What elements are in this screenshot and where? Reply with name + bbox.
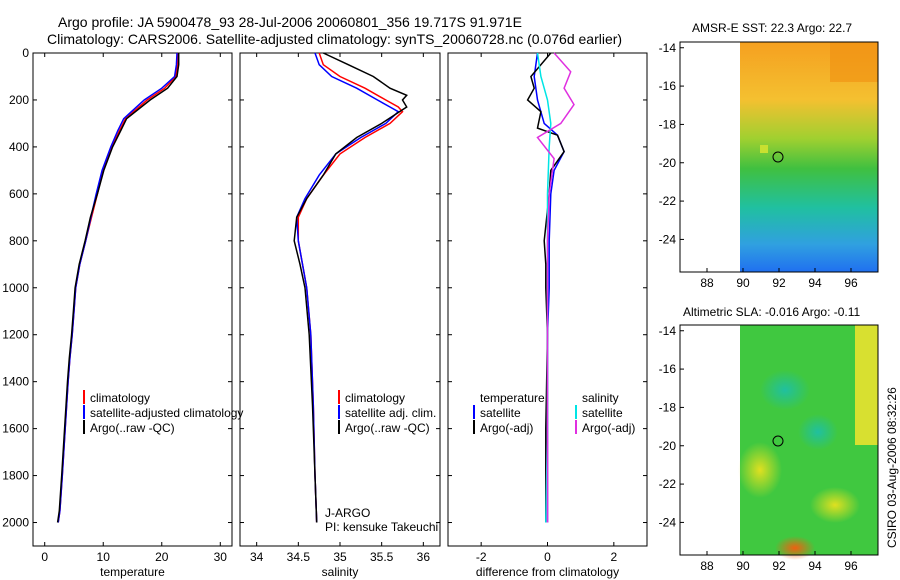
difference-legend: temperature satellite Argo(-adj) salinit… [473, 391, 635, 435]
series-line-sal-argo [536, 52, 575, 523]
x-tick-label: 35 [333, 550, 347, 564]
sla-peak-blob [775, 536, 815, 560]
x-tick-label: 36 [417, 550, 431, 564]
series-line-argo [56, 53, 180, 523]
map-y-tick-label: -24 [659, 232, 677, 246]
x-tick-label: 0 [544, 550, 551, 564]
legend-label-temp-satellite: satellite [480, 406, 521, 420]
sst-map [679, 41, 879, 273]
map-y-tick-label: -16 [659, 79, 677, 93]
map-x-tick-label: 92 [772, 559, 786, 573]
x-tick-label: 34 [250, 550, 264, 564]
map-y-tick-label: -16 [659, 362, 677, 376]
map-y-tick-label: -18 [659, 117, 677, 131]
sst-warm-patch [830, 42, 878, 82]
x-tick-label: 30 [214, 550, 228, 564]
map-y-tick-label: -20 [659, 439, 677, 453]
map-y-tick-label: -20 [659, 156, 677, 170]
salinity-profile-chart: 34 34.5 35 35.5 36 salinity [239, 52, 441, 579]
x-tick-label: 35.5 [370, 550, 394, 564]
map-x-tick-label: 96 [844, 276, 858, 290]
sla-low-blob [760, 370, 810, 410]
map-x-tick-label: 90 [736, 276, 750, 290]
legend-label-satellite: satellite adj. clim. [345, 406, 436, 420]
legend-label-sal-argo: Argo(-adj) [582, 421, 635, 435]
y-tick-label: 2000 [2, 516, 29, 530]
legend-title-salinity: salinity [582, 391, 619, 405]
map-x-tick-label: 94 [808, 276, 822, 290]
csiro-timestamp: CSIRO 03-Aug-2006 08:32:26 [885, 387, 899, 548]
x-tick-label: 0 [41, 550, 48, 564]
legend-label-sal-satellite: satellite [582, 406, 623, 420]
y-tick-label: 0 [22, 46, 29, 60]
map-y-tick-label: -14 [659, 41, 677, 55]
series-line-argo [293, 52, 408, 523]
legend-label-temp-argo: Argo(-adj) [480, 421, 533, 435]
legend-label-argo: Argo(..raw -QC) [345, 421, 430, 435]
sla-map [679, 324, 879, 560]
x-tick-label: 10 [97, 550, 111, 564]
series-line-satellite [57, 52, 178, 523]
y-tick-label: 1600 [2, 422, 29, 436]
sst-map-axes: 88 90 92 94 96 -14 -16 -18 -20 -22 -24 [659, 41, 858, 290]
map-y-tick-label: -22 [659, 477, 677, 491]
plot-frame [239, 52, 441, 547]
salinity-legend: climatology satellite adj. clim. Argo(..… [325, 390, 438, 534]
map-x-tick-label: 88 [700, 559, 714, 573]
x-axis-label: salinity [322, 565, 359, 579]
temperature-legend: climatology satellite-adjusted climatolo… [83, 390, 243, 435]
y-tick-label: 800 [9, 234, 29, 248]
y-tick-label: 1800 [2, 469, 29, 483]
float-pi-label: PI: kensuke Takeuchi [325, 520, 438, 534]
y-tick-label: 400 [9, 140, 29, 154]
sst-pixel-anomaly [760, 145, 768, 153]
map-y-tick-label: -14 [659, 324, 677, 338]
x-tick-label: -2 [476, 550, 487, 564]
map-y-tick-label: -18 [659, 400, 677, 414]
y-tick-label: 200 [9, 93, 29, 107]
sla-high-blob [738, 442, 782, 498]
map-x-tick-label: 88 [700, 276, 714, 290]
map-x-tick-label: 94 [808, 559, 822, 573]
x-axis-label: difference from climatology [476, 565, 619, 579]
map-y-tick-label: -24 [659, 515, 677, 529]
sla-map-title: Altimetric SLA: -0.016 Argo: -0.11 [683, 305, 861, 319]
map-x-tick-label: 92 [772, 276, 786, 290]
plot-frame [32, 52, 233, 547]
x-axis-label: temperature [100, 565, 165, 579]
series-line-satellite [295, 52, 400, 523]
float-program-label: J-ARGO [325, 506, 370, 520]
sst-argo-location-marker [772, 151, 784, 163]
map-y-tick-label: -22 [659, 194, 677, 208]
y-tick-label: 600 [9, 187, 29, 201]
sla-argo-location-marker [772, 435, 784, 447]
sla-low-blob [798, 414, 838, 450]
y-tick-label: 1200 [2, 328, 29, 342]
y-tick-label: 1400 [2, 375, 29, 389]
x-tick-label: 2 [610, 550, 617, 564]
map-x-tick-label: 90 [736, 559, 750, 573]
series-line-temp-argo [526, 52, 565, 523]
legend-label-argo: Argo(..raw -QC) [90, 421, 175, 435]
legend-label-climatology: climatology [90, 391, 150, 405]
legend-label-climatology: climatology [345, 391, 405, 405]
sla-high-blob [810, 487, 860, 523]
sla-high-strip [855, 325, 878, 445]
x-tick-label: 20 [155, 550, 169, 564]
temperature-profile-chart: 0 10 20 30 0 200 400 600 800 1000 1200 1400 1600 1800… [2, 46, 233, 579]
figure-title-line1: Argo profile: JA 5900478_93 28-Jul-2006 … [58, 14, 522, 30]
map-x-tick-label: 96 [844, 559, 858, 573]
legend-title-temperature: temperature [480, 391, 545, 405]
sst-map-title: AMSR-E SST: 22.3 Argo: 22.7 [692, 21, 852, 35]
x-tick-label: 34.5 [287, 550, 311, 564]
figure-title-line2: Climatology: CARS2006. Satellite-adjuste… [47, 31, 622, 47]
sla-map-axes: 88 90 92 94 96 -14 -16 -18 -20 -22 -24 [659, 324, 858, 573]
legend-label-satellite: satellite-adjusted climatology [90, 406, 243, 420]
y-tick-label: 1000 [2, 281, 29, 295]
